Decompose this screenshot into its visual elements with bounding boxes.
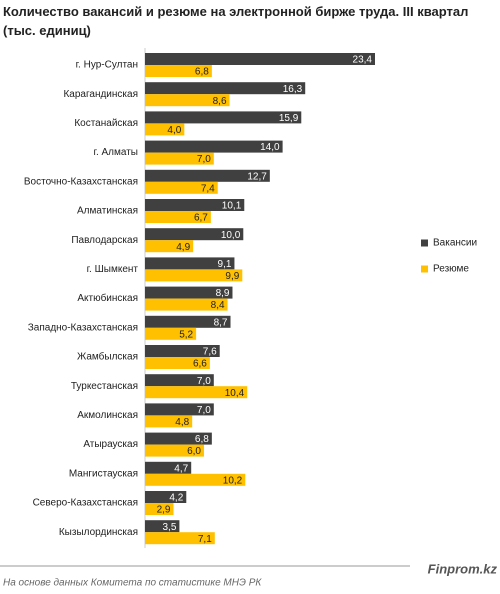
bar <box>145 211 211 223</box>
value-label: 4,8 <box>175 417 189 428</box>
source: На основе данных Комитета по статистике … <box>3 578 262 589</box>
bar <box>145 432 212 445</box>
value-label: 2,9 <box>157 505 171 516</box>
category-label: Павлодарская <box>71 235 138 246</box>
bar <box>145 257 235 270</box>
brand: Finprom.kz <box>428 561 498 576</box>
bar <box>145 228 244 241</box>
value-label: 9,1 <box>218 259 232 270</box>
bar <box>145 327 197 340</box>
value-label: 6,6 <box>193 359 207 370</box>
category-label: Кызылординская <box>59 527 138 538</box>
bar <box>145 94 230 107</box>
bar <box>145 65 212 77</box>
value-label: 4,7 <box>174 463 188 474</box>
category-label: Жамбылская <box>77 351 138 363</box>
legend-label: Резюме <box>433 264 469 275</box>
value-label: 23,4 <box>353 55 373 66</box>
value-label: 8,4 <box>211 300 225 311</box>
category-label: Атырауская <box>83 439 138 450</box>
value-label: 12,7 <box>247 171 267 182</box>
bar <box>145 169 270 182</box>
bar <box>145 123 185 136</box>
bar <box>145 181 218 194</box>
value-label: 10,2 <box>223 475 243 486</box>
bar <box>145 386 248 399</box>
value-label: 10,4 <box>225 388 245 399</box>
bar <box>145 357 210 369</box>
value-label: 8,7 <box>214 317 228 328</box>
bar <box>145 503 174 515</box>
legend-swatch <box>421 265 428 273</box>
bar <box>145 491 187 503</box>
bar <box>145 520 180 533</box>
value-label: 15,9 <box>279 113 299 124</box>
category-label: Восточно-Казахстанская <box>24 176 138 187</box>
bar <box>145 53 375 65</box>
bar <box>145 315 231 328</box>
bar <box>145 152 214 165</box>
value-label: 6,8 <box>195 434 209 445</box>
value-label: 8,9 <box>216 288 230 299</box>
value-label: 6,8 <box>195 67 209 78</box>
bar <box>145 403 214 416</box>
value-label: 6,7 <box>194 213 208 224</box>
category-label: Туркестанская <box>71 381 138 392</box>
value-label: 10,0 <box>221 230 241 241</box>
bar <box>145 345 220 357</box>
bar <box>145 461 192 474</box>
category-label: г. Алматы <box>94 147 138 158</box>
bar <box>145 199 245 211</box>
bar <box>145 140 283 153</box>
bar <box>145 286 233 299</box>
bar <box>145 444 204 457</box>
category-label: Мангистауская <box>69 468 138 479</box>
value-label: 4,2 <box>169 493 183 504</box>
category-label: г. Нур-Султан <box>76 60 138 71</box>
value-label: 9,9 <box>225 271 239 282</box>
bar <box>145 240 194 253</box>
value-label: 7,0 <box>197 405 211 416</box>
value-label: 7,4 <box>201 183 215 194</box>
value-label: 8,6 <box>213 96 227 107</box>
category-label: Западно-Казахстанская <box>28 322 138 333</box>
bar <box>145 532 215 545</box>
category-label: г. Шымкент <box>87 264 139 275</box>
value-label: 16,3 <box>283 84 303 95</box>
value-label: 7,6 <box>203 347 217 358</box>
category-label: Актюбинская <box>77 292 138 304</box>
value-label: 4,9 <box>176 242 190 253</box>
bar <box>145 298 228 311</box>
bar <box>145 269 243 282</box>
category-label: Костанайская <box>74 118 138 129</box>
value-label: 7,0 <box>197 376 211 387</box>
value-label: 4,0 <box>167 125 181 136</box>
value-label: 7,0 <box>197 154 211 165</box>
legend-swatch <box>421 239 428 247</box>
bar <box>145 111 302 124</box>
value-label: 5,2 <box>179 329 193 340</box>
category-label: Акмолинская <box>77 410 138 421</box>
category-label: Карагандинская <box>63 89 138 100</box>
bar <box>145 473 246 486</box>
category-label: Северо-Казахстанская <box>33 498 138 509</box>
value-label: 6,0 <box>187 446 201 457</box>
value-label: 3,5 <box>162 522 176 533</box>
value-label: 10,1 <box>222 201 242 212</box>
bar <box>145 415 193 428</box>
bar <box>145 374 214 387</box>
chart-title: Количество вакансий и резюме на электрон… <box>3 4 469 38</box>
category-label: Алматинская <box>77 206 138 217</box>
value-label: 14,0 <box>260 142 280 153</box>
bar <box>145 82 306 95</box>
legend-label: Вакансии <box>433 238 477 249</box>
value-label: 7,1 <box>198 534 212 545</box>
